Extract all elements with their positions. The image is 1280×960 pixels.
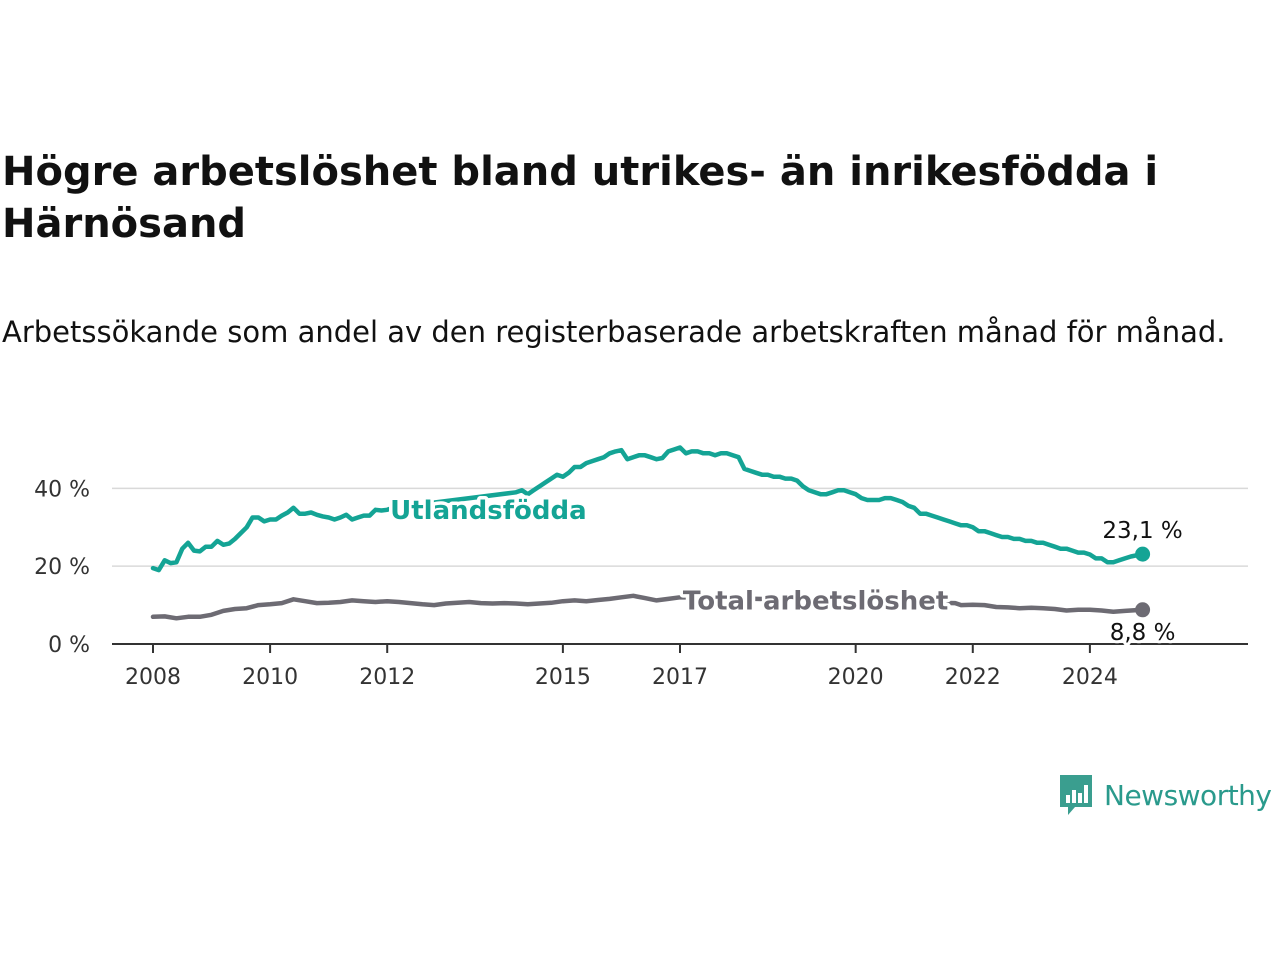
series-end-label-1: 8,8 % xyxy=(1110,620,1176,646)
chart-title: Högre arbetslöshet bland utrikes- än inr… xyxy=(2,149,1159,247)
x-tick-label: 2010 xyxy=(242,665,298,690)
x-tick-label: 2017 xyxy=(652,665,708,690)
y-tick-label: 0 % xyxy=(48,633,90,658)
series-end-label-0: 23,1 % xyxy=(1102,518,1182,544)
x-tick-label: 2024 xyxy=(1062,665,1118,690)
newsworthy-logo-icon xyxy=(1060,775,1092,815)
series-end-marker-0 xyxy=(1135,546,1151,562)
y-tick-label: 40 % xyxy=(34,477,90,502)
series-labels: Utlandsfödda 23,1 % Total arbetslöshet 8,8 … xyxy=(387,492,1186,648)
x-tick-label: 2020 xyxy=(828,665,884,690)
x-tick-label: 2022 xyxy=(945,665,1001,690)
chart-subtitle: Arbetssökande som andel av den registerb… xyxy=(2,315,1226,349)
series-lines xyxy=(150,445,1151,621)
y-tick-labels: 0 % 20 % 40 % xyxy=(34,477,90,658)
series-line-1 xyxy=(150,593,1145,621)
y-tick-label: 20 % xyxy=(34,555,90,580)
grid-lines xyxy=(112,487,1248,567)
line-chart: 0 % 20 % 40 % 2008 2010 2012 2015 2017 2020 2022… xyxy=(34,445,1248,690)
newsworthy-logo: Newsworthy xyxy=(1058,772,1272,818)
x-tick-label: 2015 xyxy=(535,665,591,690)
newsworthy-logo-text: Newsworthy xyxy=(1104,778,1272,812)
x-tick-label: 2008 xyxy=(125,665,181,690)
series-name-label-0: Utlandsfödda xyxy=(390,496,587,526)
series-end-marker-1 xyxy=(1135,602,1151,618)
series-name-label-1: Total arbetslöshet xyxy=(683,586,948,616)
x-tick-label: 2012 xyxy=(359,665,415,690)
series-line-0 xyxy=(150,445,1145,573)
x-tick-labels: 2008 2010 2012 2015 2017 2020 2022 2024 xyxy=(112,643,1248,690)
